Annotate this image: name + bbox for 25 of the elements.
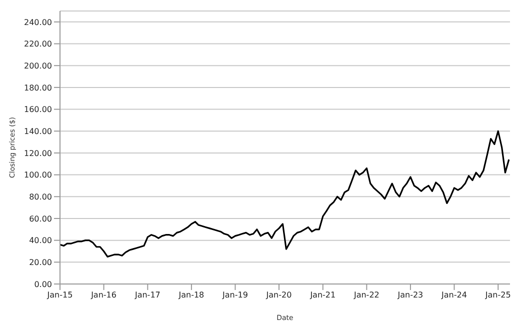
y-tick-label: 120.00	[24, 148, 52, 158]
y-tick-label: 0.00	[34, 280, 52, 289]
x-tick-label: Jan-15	[46, 290, 73, 300]
x-tick-label: Jan-20	[265, 290, 292, 300]
line-series	[60, 130, 510, 258]
y-tick-label: 40.00	[29, 236, 52, 246]
y-tick-label: 240.00	[24, 18, 52, 27]
x-tick-label: Jan-18	[178, 290, 204, 300]
y-tick-label: 180.00	[24, 83, 52, 92]
x-tick-label: Jan-16	[90, 290, 116, 300]
y-tick-label: 200.00	[24, 61, 52, 70]
y-tick-label: 220.00	[24, 40, 52, 49]
y-tick-label: 140.00	[24, 126, 52, 136]
y-tick-label: 160.00	[24, 105, 52, 114]
x-tick-label: Jan-19	[222, 290, 248, 300]
y-tick-label: 60.00	[29, 214, 52, 224]
x-tick-label: Jan-25	[484, 290, 511, 300]
x-tick-label: Jan-23	[396, 290, 424, 300]
y-tick-label: 20.00	[29, 258, 52, 267]
x-tick-label: Jan-24	[440, 290, 467, 300]
y-tick-label: 80.00	[29, 192, 52, 202]
y-tick-label: 100.00	[24, 170, 52, 180]
x-tick-label: Jan-22	[352, 290, 380, 300]
x-tick-label: Jan-21	[309, 290, 336, 300]
x-tick-label: Jan-17	[134, 290, 160, 300]
